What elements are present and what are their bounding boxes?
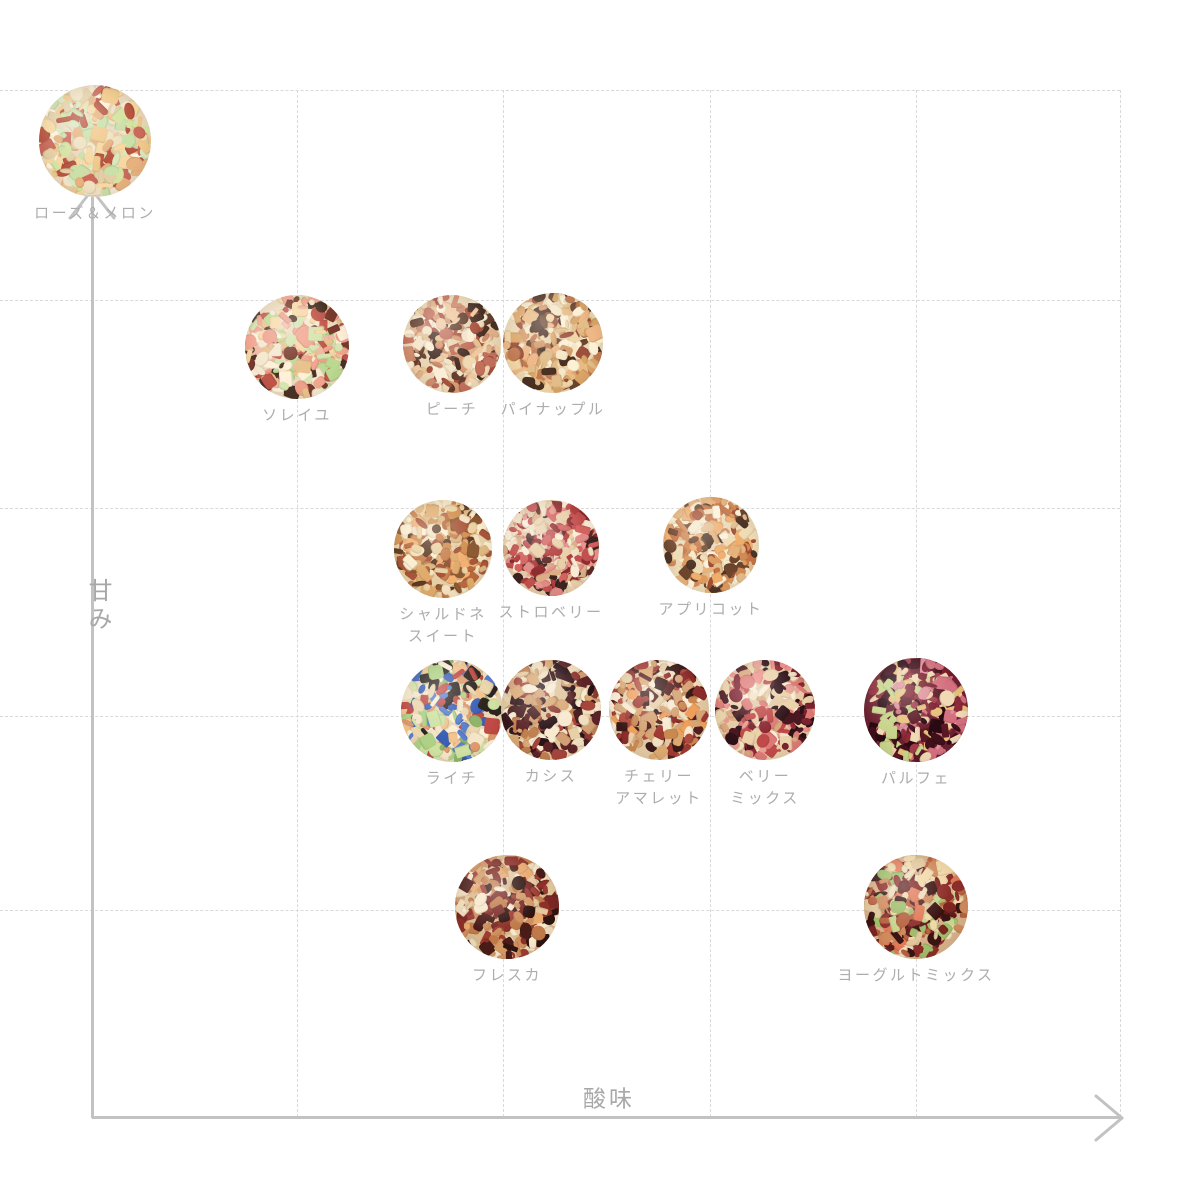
y-axis-line — [91, 190, 94, 1118]
product-image — [501, 660, 601, 760]
product-marker[interactable]: ヨーグルトミックス — [806, 855, 1026, 987]
product-marker[interactable]: アプリコット — [601, 497, 821, 621]
product-image — [245, 295, 349, 399]
product-label: シャルドネ スイート — [399, 606, 487, 645]
product-label: ヨーグルトミックス — [837, 967, 995, 984]
product-marker[interactable]: ピーチ — [342, 295, 562, 421]
product-label: ベリー ミックス — [730, 768, 800, 807]
product-marker[interactable]: ローズ＆メロン — [0, 85, 205, 225]
product-label: ライチ — [425, 770, 479, 787]
product-label: パイナップル — [500, 401, 606, 418]
product-marker[interactable]: フレスカ — [397, 855, 617, 987]
product-image — [503, 500, 599, 596]
product-marker[interactable]: シャルドネ スイート — [333, 500, 553, 648]
product-marker[interactable]: パルフェ — [806, 658, 1026, 790]
product-marker[interactable]: ライチ — [342, 660, 562, 790]
product-marker[interactable]: ソレイユ — [187, 295, 407, 427]
y-axis-label: 甘み — [84, 578, 111, 634]
product-label: パルフェ — [880, 770, 951, 787]
product-marker[interactable]: パイナップル — [443, 293, 663, 421]
gridline-vertical — [1120, 90, 1121, 1117]
product-image — [609, 660, 709, 760]
product-label: ローズ＆メロン — [34, 205, 156, 222]
product-label: ピーチ — [425, 401, 479, 418]
product-image — [715, 660, 815, 760]
product-marker[interactable]: ストロベリー — [441, 500, 661, 624]
gridline-vertical — [297, 90, 298, 1117]
product-image — [864, 658, 968, 762]
product-marker[interactable]: カシス — [441, 660, 661, 788]
product-label: カシス — [524, 768, 578, 785]
arrow-right-icon — [1078, 1094, 1126, 1142]
product-image — [394, 500, 492, 598]
product-image — [864, 855, 968, 959]
product-image — [503, 293, 603, 393]
product-label: ストロベリー — [498, 604, 604, 621]
product-image — [663, 497, 759, 593]
product-label: フレスカ — [471, 967, 542, 984]
product-label: チェリー アマレット — [615, 768, 703, 807]
product-image — [39, 85, 151, 197]
product-marker[interactable]: チェリー アマレット — [549, 660, 769, 810]
x-axis-label: 酸味 — [573, 1087, 645, 1111]
product-label: アプリコット — [658, 601, 764, 618]
product-image — [403, 295, 501, 393]
product-image — [401, 660, 503, 762]
product-marker[interactable]: ベリー ミックス — [655, 660, 875, 810]
product-image — [455, 855, 559, 959]
product-label: ソレイユ — [262, 407, 332, 424]
x-axis-line — [92, 1116, 1120, 1119]
